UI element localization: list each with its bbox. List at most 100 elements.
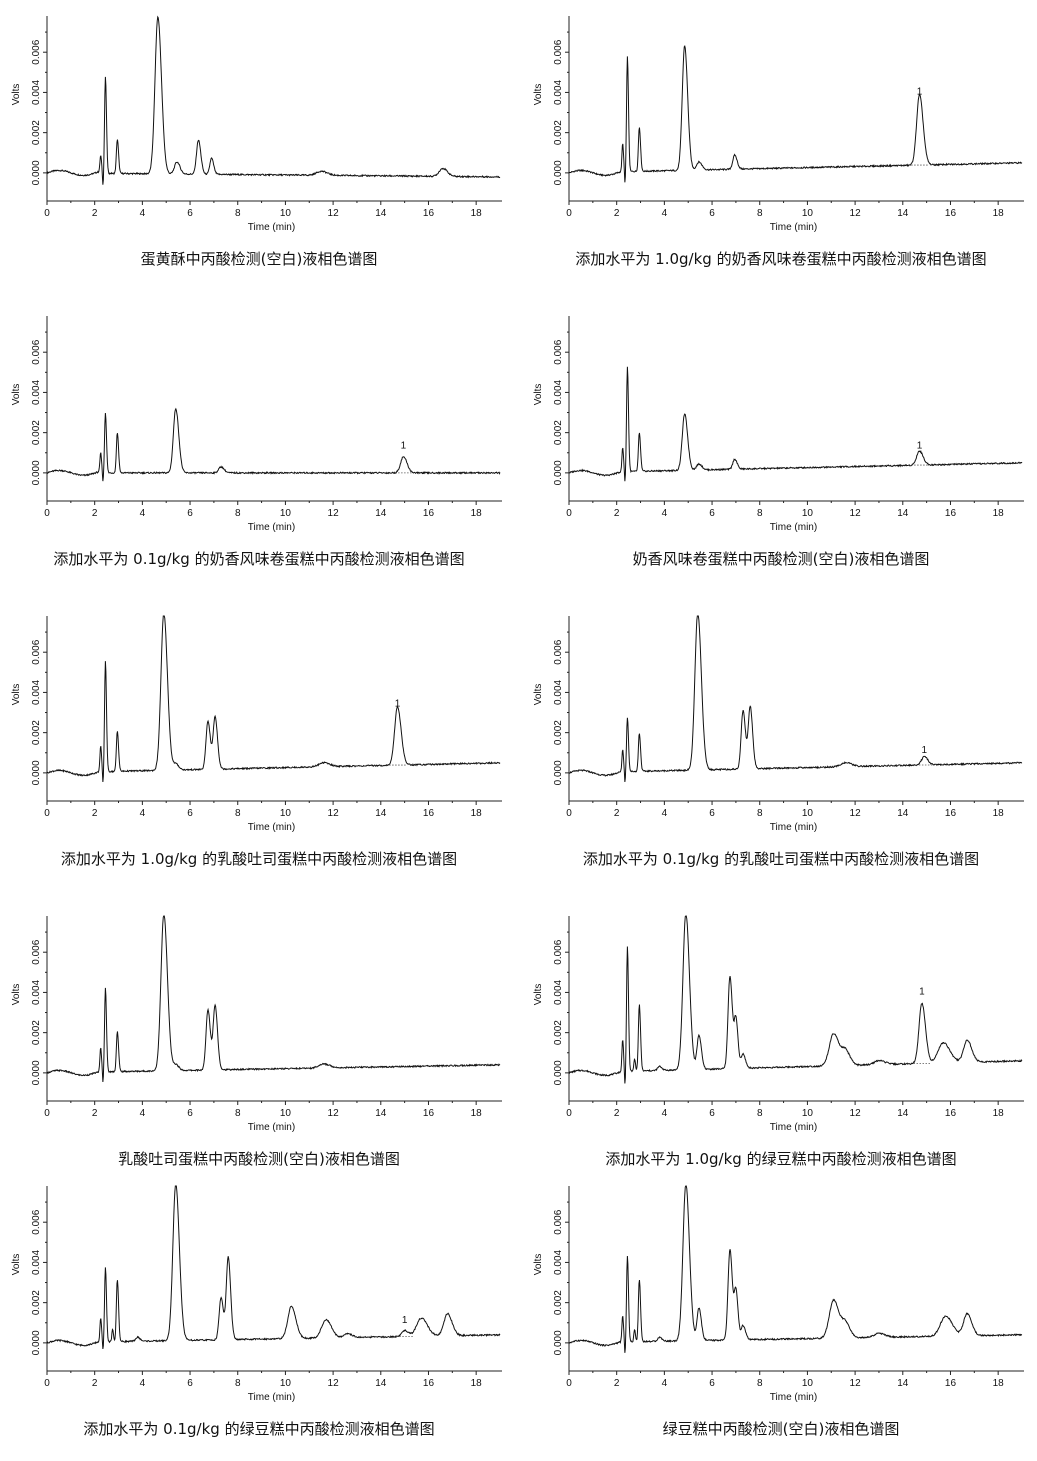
y-tick-label: 0.002: [31, 1290, 42, 1315]
chromatogram-trace: [568, 615, 1023, 783]
x-tick-label: 10: [802, 208, 814, 219]
x-tick-label: 6: [709, 808, 715, 819]
y-tick-label: 0.004: [553, 979, 564, 1004]
chart-caption: 添加水平为 1.0g/kg 的奶香风味卷蛋糕中丙酸检测液相色谱图: [575, 250, 987, 268]
x-tick-label: 10: [802, 808, 814, 819]
x-tick-label: 14: [897, 508, 909, 519]
chromatogram-plot: 0 2 4 6 8 10 12 14 16 18 0.000 0.002 0.004 0.006 Volts…: [533, 16, 1024, 233]
x-tick-label: 10: [280, 208, 292, 219]
x-tick-label: 16: [945, 508, 957, 519]
x-tick-label: 6: [187, 808, 193, 819]
x-axis-title: Time (min): [770, 522, 817, 533]
x-tick-label: 4: [662, 1108, 668, 1119]
x-tick-label: 4: [662, 808, 668, 819]
x-tick-label: 6: [187, 508, 193, 519]
chromatogram-panel: 0 2 4 6 8 10 12 14 16 18 0.000 0.002 0.004 0.006 Volts…: [522, 0, 1037, 291]
x-tick-label: 6: [187, 1378, 193, 1389]
chart-caption: 奶香风味卷蛋糕中丙酸检测(空白)液相色谱图: [632, 550, 930, 568]
x-tick-label: 10: [802, 1378, 814, 1389]
x-tick-label: 18: [471, 1108, 483, 1119]
y-axis-title: Volts: [11, 384, 22, 406]
x-tick-label: 10: [802, 1108, 814, 1119]
x-tick-label: 0: [44, 508, 50, 519]
chromatogram-trace: [46, 1185, 501, 1350]
chromatogram-panel: 0 2 4 6 8 10 12 14 16 18 0.000 0.002 0.004 0.006 Volts…: [0, 0, 518, 291]
x-tick-label: 8: [235, 208, 241, 219]
y-tick-label: 0.006: [31, 39, 42, 64]
y-tick-label: 0.004: [553, 679, 564, 704]
x-tick-label: 8: [235, 1108, 241, 1119]
chromatogram-plot: 0 2 4 6 8 10 12 14 16 18 0.000 0.002 0.004 0.006 Volts…: [533, 915, 1024, 1133]
x-tick-label: 14: [375, 1378, 387, 1389]
x-tick-label: 18: [471, 208, 483, 219]
x-tick-label: 8: [235, 808, 241, 819]
y-axis-title: Volts: [533, 1254, 544, 1276]
y-tick-label: 0.000: [31, 760, 42, 785]
x-tick-label: 8: [757, 508, 763, 519]
chromatogram-plot: 0 2 4 6 8 10 12 14 16 18 0.000 0.002 0.004 0.006 Volts…: [11, 15, 502, 233]
x-tick-label: 6: [187, 1108, 193, 1119]
chromatogram-plot: 0 2 4 6 8 10 12 14 16 18 0.000 0.002 0.004 0.006 Volts…: [533, 615, 1024, 833]
x-tick-label: 18: [471, 1378, 483, 1389]
y-axis-title: Volts: [533, 384, 544, 406]
y-axis-title: Volts: [533, 684, 544, 706]
chromatogram-panel: 0 2 4 6 8 10 12 14 16 18 0.000 0.002 0.004 0.006 Volts…: [0, 1170, 518, 1461]
x-tick-label: 10: [280, 808, 292, 819]
chart-caption: 绿豆糕中丙酸检测(空白)液相色谱图: [662, 1420, 900, 1438]
chromatogram-plot: 0 2 4 6 8 10 12 14 16 18 0.000 0.002 0.004 0.006 Volts…: [11, 915, 502, 1133]
x-tick-label: 2: [614, 1108, 620, 1119]
y-tick-label: 0.006: [31, 1209, 42, 1234]
x-tick-label: 10: [802, 508, 814, 519]
peak-label: 1: [919, 986, 925, 997]
x-tick-label: 6: [709, 1108, 715, 1119]
peak-label: 1: [401, 441, 407, 452]
y-tick-label: 0.004: [553, 79, 564, 104]
x-tick-label: 18: [993, 1108, 1005, 1119]
chromatogram-plot: 0 2 4 6 8 10 12 14 16 18 0.000 0.002 0.004 0.006 Volts…: [11, 615, 502, 833]
x-tick-label: 2: [614, 1378, 620, 1389]
x-tick-label: 4: [140, 508, 146, 519]
x-tick-label: 4: [140, 808, 146, 819]
x-tick-label: 18: [471, 808, 483, 819]
y-axis-title: Volts: [533, 984, 544, 1006]
x-tick-label: 2: [614, 208, 620, 219]
x-axis-title: Time (min): [248, 1122, 295, 1133]
y-axis-title: Volts: [11, 84, 22, 106]
y-tick-label: 0.002: [31, 420, 42, 445]
x-axis-title: Time (min): [770, 822, 817, 833]
peak-label: 1: [921, 745, 927, 756]
x-tick-label: 0: [44, 1108, 50, 1119]
x-tick-label: 8: [235, 508, 241, 519]
chromatogram-plot: 0 2 4 6 8 10 12 14 16 18 0.000 0.002 0.004 0.006 Volts…: [533, 316, 1024, 533]
x-tick-label: 0: [44, 808, 50, 819]
y-tick-label: 0.000: [553, 1060, 564, 1085]
x-tick-label: 8: [757, 1108, 763, 1119]
x-tick-label: 10: [280, 1108, 292, 1119]
y-axis-title: Volts: [11, 984, 22, 1006]
y-tick-label: 0.006: [31, 939, 42, 964]
x-tick-label: 2: [92, 808, 98, 819]
x-tick-label: 2: [92, 508, 98, 519]
x-tick-label: 8: [757, 808, 763, 819]
x-tick-label: 2: [92, 208, 98, 219]
x-tick-label: 8: [235, 1378, 241, 1389]
chromatogram-plot: 0 2 4 6 8 10 12 14 16 18 0.000 0.002 0.004 0.006 Volts…: [11, 1185, 502, 1403]
y-tick-label: 0.004: [31, 379, 42, 404]
chart-caption: 添加水平为 0.1g/kg 的乳酸吐司蛋糕中丙酸检测液相色谱图: [582, 850, 980, 868]
x-tick-label: 2: [92, 1378, 98, 1389]
x-tick-label: 14: [897, 1378, 909, 1389]
y-tick-label: 0.000: [553, 760, 564, 785]
x-tick-label: 6: [709, 508, 715, 519]
y-tick-label: 0.006: [553, 639, 564, 664]
y-tick-label: 0.004: [31, 679, 42, 704]
y-tick-label: 0.002: [31, 1020, 42, 1045]
x-tick-label: 16: [423, 1378, 435, 1389]
x-tick-label: 2: [614, 808, 620, 819]
chromatogram-trace: [46, 915, 501, 1082]
x-tick-label: 14: [897, 1108, 909, 1119]
chart-caption: 添加水平为 0.1g/kg 的奶香风味卷蛋糕中丙酸检测液相色谱图: [53, 550, 465, 568]
y-tick-label: 0.006: [553, 1209, 564, 1234]
x-tick-label: 6: [709, 208, 715, 219]
chromatogram-trace: [568, 366, 1023, 482]
x-axis-title: Time (min): [770, 1392, 817, 1403]
